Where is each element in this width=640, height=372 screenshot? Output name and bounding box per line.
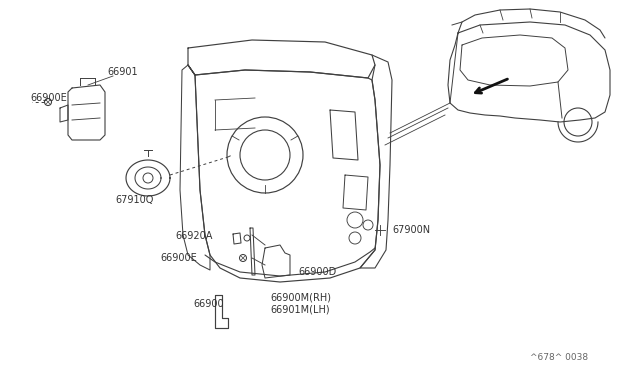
Text: 66901: 66901 [107,67,138,77]
Text: ^678^ 0038: ^678^ 0038 [530,353,588,362]
Text: 66900E: 66900E [30,93,67,103]
Text: 67900N: 67900N [392,225,430,235]
Text: 66901M(LH): 66901M(LH) [270,305,330,315]
Text: 66900D: 66900D [298,267,336,277]
Text: 66920A: 66920A [175,231,212,241]
Text: 67910Q: 67910Q [115,195,154,205]
Text: 66900E: 66900E [160,253,196,263]
Text: 66900M(RH): 66900M(RH) [270,293,331,303]
Text: 66900: 66900 [193,299,223,309]
